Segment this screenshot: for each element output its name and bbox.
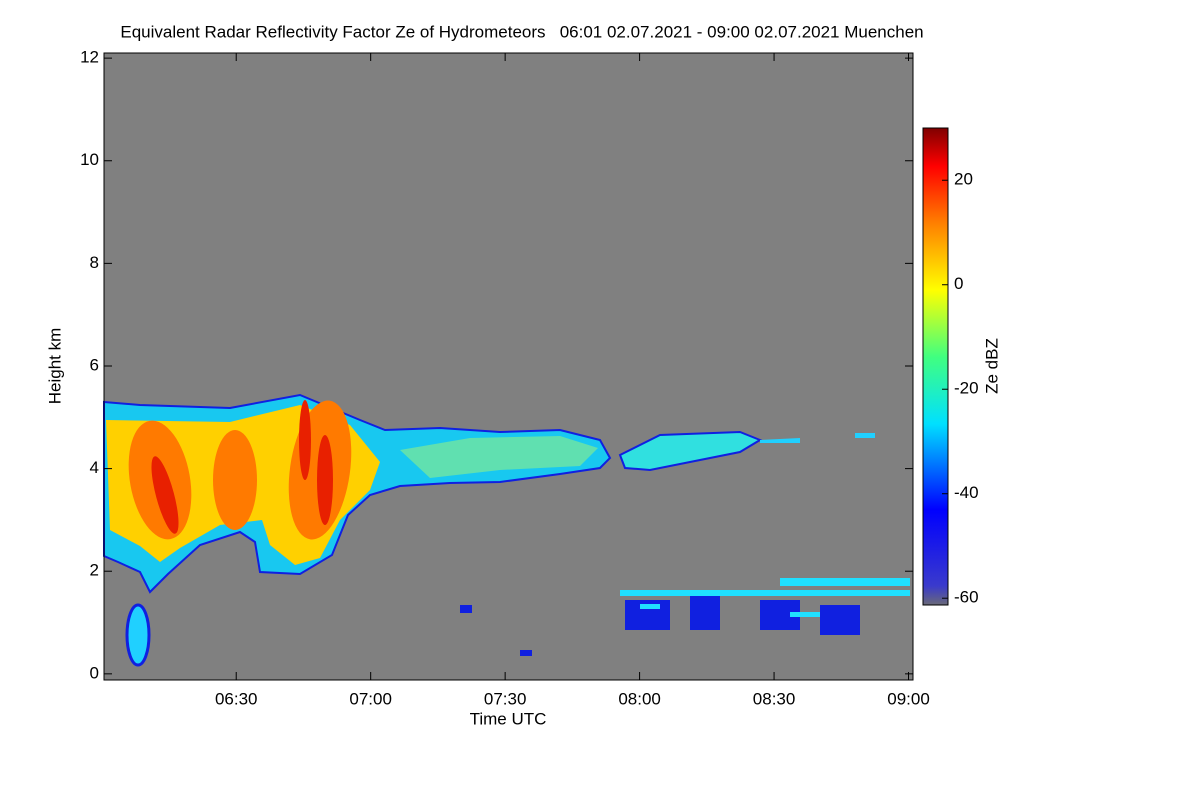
x-tick-label: 08:30: [753, 689, 796, 708]
colorbar-label: Ze dBZ: [982, 338, 1001, 394]
plot-frame: [103, 52, 914, 681]
x-axis-label: Time UTC: [470, 709, 547, 728]
colorbar-tick-label: 20: [954, 170, 973, 189]
x-tick-label: 09:00: [887, 689, 930, 708]
x-tick-label: 07:30: [484, 689, 527, 708]
y-tick-label: 2: [90, 561, 99, 580]
colorbar-tick-label: 0: [954, 274, 963, 293]
y-tick-label: 6: [90, 355, 99, 374]
chart-title: Equivalent Radar Reflectivity Factor Ze …: [120, 22, 923, 41]
y-tick-label: 8: [90, 253, 99, 272]
colorbar-tick-label: -20: [954, 379, 979, 398]
colorbar: [922, 127, 949, 606]
y-axis-label: Height km: [45, 328, 64, 405]
x-tick-label: 07:00: [349, 689, 392, 708]
y-tick-label: 4: [90, 458, 99, 477]
y-tick-label: 10: [80, 150, 99, 169]
x-tick-label: 08:00: [618, 689, 661, 708]
colorbar-tick-label: -60: [954, 588, 979, 607]
x-tick-label: 06:30: [215, 689, 258, 708]
y-tick-label: 0: [90, 663, 99, 682]
echoes: [103, 393, 910, 667]
plot-area: [104, 53, 913, 680]
y-tick-label: 12: [80, 48, 99, 67]
colorbar-tick-label: -40: [954, 483, 979, 502]
